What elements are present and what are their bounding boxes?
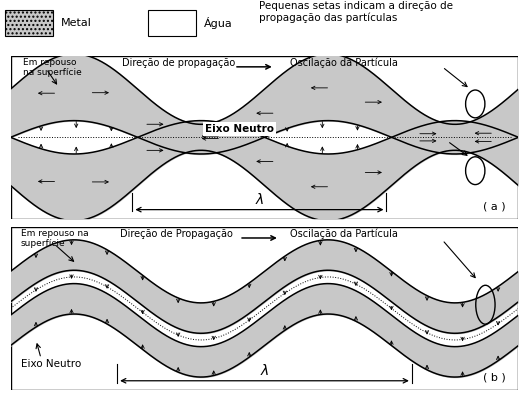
Text: Eixo Neutro: Eixo Neutro	[21, 359, 81, 369]
Text: ( b ): ( b )	[483, 373, 506, 382]
Text: Pequenas setas indicam a direção de
propagação das partículas: Pequenas setas indicam a direção de prop…	[259, 1, 453, 23]
Text: λ: λ	[260, 364, 269, 378]
Text: Oscilação da Partícula: Oscilação da Partícula	[290, 58, 398, 68]
Text: Direção de Propagação: Direção de Propagação	[120, 229, 233, 239]
Text: Em repouso
na superfície: Em repouso na superfície	[23, 58, 82, 77]
Text: ( a ): ( a )	[483, 201, 506, 211]
Text: Água: Água	[204, 17, 232, 29]
Bar	[148, 10, 196, 36]
Text: Metal: Metal	[61, 18, 92, 28]
Text: Eixo Neutro: Eixo Neutro	[205, 124, 273, 135]
Text: Em repouso na
superfície: Em repouso na superfície	[21, 229, 88, 248]
Text: Oscilação da Partícula: Oscilação da Partícula	[290, 229, 398, 239]
Text: λ: λ	[256, 193, 263, 207]
Bar	[5, 10, 53, 36]
Text: Direção de propagação: Direção de propagação	[122, 58, 235, 68]
